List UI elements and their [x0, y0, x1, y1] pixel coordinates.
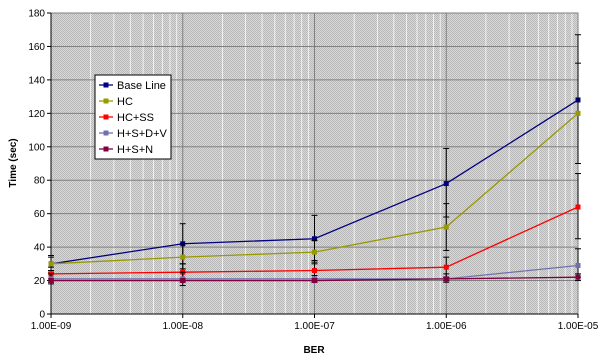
data-point [312, 249, 317, 255]
data-point [575, 110, 581, 116]
data-point [443, 224, 449, 230]
legend-swatch-marker [103, 130, 109, 136]
data-point [575, 274, 581, 280]
y-axis-title: Time (sec) [8, 138, 19, 187]
y-tick-label: 100 [28, 142, 45, 153]
x-tick-label: 1.00E-06 [426, 321, 467, 332]
data-point [180, 254, 186, 260]
y-tick-label: 160 [28, 42, 45, 53]
y-tick-label: 0 [39, 310, 45, 321]
y-tick-label: 40 [34, 243, 46, 254]
data-point [312, 236, 317, 242]
data-point [48, 261, 54, 267]
axes: 0 20 40 60 80 100 120 140 160 180 1.00E-09 1.00E-08… [28, 9, 598, 333]
data-point [443, 264, 449, 270]
x-tick-label: 1.00E-08 [162, 321, 203, 332]
y-tick-label: 180 [28, 9, 45, 20]
series-layer [48, 34, 581, 287]
legend-label: H+S+D+V [117, 128, 167, 140]
y-tick-label: 140 [28, 75, 45, 86]
legend: Base Line HC HC+SS H+S+D+V H+S+N [94, 74, 172, 160]
series-h-s-n [48, 273, 581, 284]
series-hc [48, 62, 581, 272]
y-tick-label: 60 [34, 209, 46, 220]
data-point [48, 278, 54, 284]
legend-swatch-marker [103, 114, 109, 120]
data-point [312, 278, 317, 284]
x-tick-label: 1.00E-07 [294, 321, 335, 332]
legend-swatch-marker [103, 98, 109, 104]
data-point [312, 268, 317, 274]
y-tick-label: 80 [34, 176, 46, 187]
x-tick-label: 1.00E-05 [558, 321, 599, 332]
x-tick-label: 1.00E-09 [31, 321, 72, 332]
legend-swatch-marker [103, 82, 109, 88]
legend-label: Base Line [117, 80, 166, 92]
y-tick-label: 120 [28, 109, 45, 120]
legend-swatch-marker [103, 146, 109, 152]
data-point [575, 204, 581, 210]
data-point [575, 263, 581, 269]
legend-label: H+S+N [117, 144, 153, 156]
legend-label: HC+SS [117, 112, 154, 124]
legend-label: HC [117, 96, 133, 108]
x-axis-title: BER [303, 345, 325, 356]
data-point [180, 278, 186, 284]
y-tick-label: 20 [34, 276, 46, 287]
data-point [443, 181, 449, 187]
data-point [443, 276, 449, 282]
series-hc-ss [48, 173, 581, 282]
